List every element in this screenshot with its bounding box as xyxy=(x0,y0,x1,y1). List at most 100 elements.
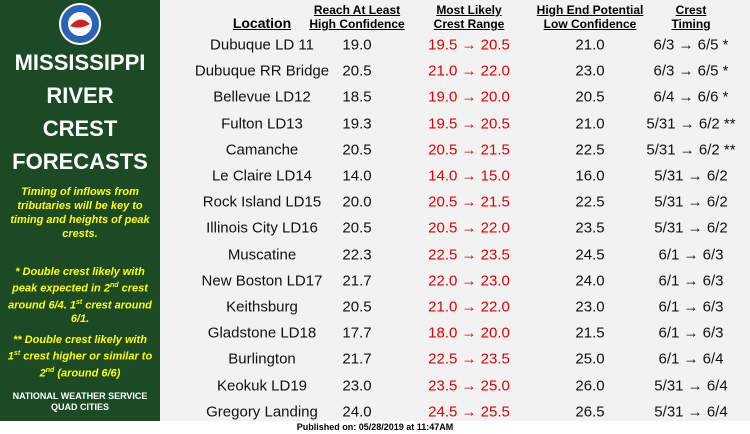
table-cell: 16.0 xyxy=(575,167,605,185)
table-cell: Dubuque LD 11 xyxy=(210,36,314,54)
table-cell: 21.7 xyxy=(342,272,372,290)
table-cell: 5/31 → 6/4 xyxy=(654,403,728,421)
side-panel: MISSISSIPPI RIVER CREST FORECASTS Timing of… xyxy=(0,0,160,421)
header-line: Low Confidence xyxy=(543,17,637,31)
note-text: (around 6/6) xyxy=(54,367,121,380)
note: * Double crest likely with peak expected… xyxy=(0,265,160,326)
column-header: Most Likely Crest Range xyxy=(434,3,505,31)
footer: Published on: 05/28/2019 at 11:47AM xyxy=(296,422,454,432)
table-cell: 6/1 → 6/3 xyxy=(658,298,724,316)
note-text: * Double crest likely with peak expected… xyxy=(12,266,145,295)
table-cell: Fulton LD13 xyxy=(221,115,303,133)
table-cell: 17.7 xyxy=(342,324,372,342)
table-cell: 5/31 → 6/2 ** xyxy=(646,141,736,159)
table-cell: 6/3 → 6/5 * xyxy=(653,62,729,80)
table-cell: 20.5 xyxy=(575,88,605,106)
note-text: ** Double crest likely with 1 xyxy=(7,334,147,363)
table-cell: 19.3 xyxy=(342,115,372,133)
table-cell: 20.0 xyxy=(342,193,372,211)
table-cell: 21.7 xyxy=(342,350,372,368)
table-cell: 19.5 → 20.5 xyxy=(428,115,510,133)
title-line: FORECASTS xyxy=(12,149,148,174)
header-line: High End Potential xyxy=(536,3,644,17)
table-cell: 23.5 → 25.0 xyxy=(428,377,510,395)
table-cell: 5/31 → 6/2 xyxy=(654,219,728,237)
header-line: Location xyxy=(232,15,292,31)
table-cell: 24.5 → 25.5 xyxy=(428,403,510,421)
header-line: Most Likely xyxy=(436,3,502,17)
note: ** Double crest likely with 1st crest hi… xyxy=(0,333,160,380)
table-cell: 6/1 → 6/3 xyxy=(658,324,724,342)
table-cell: Gregory Landing xyxy=(206,403,318,421)
table-cell: 22.5 xyxy=(575,141,605,159)
table-cell: 5/31 → 6/2 ** xyxy=(646,115,736,133)
table-cell: 19.5 → 20.5 xyxy=(428,36,510,54)
header-line: Crest xyxy=(675,3,707,17)
table-cell: 23.0 xyxy=(342,377,372,395)
table-cell: 21.0 → 22.0 xyxy=(428,62,510,80)
table-cell: 6/3 → 6/5 * xyxy=(653,36,729,54)
table-cell: 22.3 xyxy=(342,246,372,264)
header-line: Timing xyxy=(671,17,711,31)
table: Location Reach At Least High Confidence Mos… xyxy=(160,0,750,421)
header-line: Reach At Least xyxy=(313,3,401,17)
table-cell: 20.5 xyxy=(342,219,372,237)
office-line: NATIONAL WEATHER SERVICE xyxy=(12,391,148,401)
table-cell: 23.5 xyxy=(575,219,605,237)
table-cell: 18.0 → 20.0 xyxy=(428,324,510,342)
note-text: st xyxy=(75,298,83,306)
title-line: CREST xyxy=(42,116,118,141)
note-text: st xyxy=(13,350,21,357)
column-header: Crest Timing xyxy=(671,3,710,31)
column-header: Reach At Least High Confidence xyxy=(309,3,404,31)
table-cell: 21.0 xyxy=(575,36,605,54)
table-cell: Bellevue LD12 xyxy=(213,88,311,106)
table-cell: Gladstone LD18 xyxy=(207,324,317,342)
table-cell: 25.0 xyxy=(575,350,605,368)
table-cell: 22.0 → 23.0 xyxy=(428,272,510,290)
table-cell: 24.0 xyxy=(342,403,372,421)
table-cell: 24.0 xyxy=(575,272,605,290)
table-cell: 6/4 → 6/6 * xyxy=(653,88,729,106)
column-header: High End Potential Low Confidence xyxy=(537,3,644,31)
intro-note: Timing of inflows from tributaries will … xyxy=(10,186,150,240)
table-cell: 26.5 xyxy=(575,403,605,421)
table-cell: Illinois City LD16 xyxy=(206,219,318,237)
table-cell: 14.0 → 15.0 xyxy=(428,167,510,185)
table-cell: 21.0 → 22.0 xyxy=(428,298,510,316)
title-line: MISSISSIPPI xyxy=(14,50,146,75)
table-cell: 22.5 → 23.5 xyxy=(428,350,510,368)
table-cell: 20.5 xyxy=(342,298,372,316)
office-line: QUAD CITIES xyxy=(50,402,109,412)
column-header: Location xyxy=(233,16,291,30)
note-text: nd xyxy=(45,366,55,374)
note-text: crest around 6/1. xyxy=(70,299,152,326)
table-cell: Keokuk LD19 xyxy=(216,377,308,395)
table-cell: 24.5 xyxy=(575,246,605,264)
table-cell: 18.5 xyxy=(342,88,372,106)
table-cell: 5/31 → 6/2 xyxy=(654,193,728,211)
table-cell: 20.5 → 21.5 xyxy=(428,193,510,211)
table-cell: 20.5 xyxy=(342,141,372,159)
header-line: High Confidence xyxy=(309,17,405,31)
table-cell: Le Claire LD14 xyxy=(211,167,313,185)
table-cell: Dubuque RR Bridge xyxy=(194,62,330,80)
table-cell: 21.0 xyxy=(575,115,605,133)
nws-logo xyxy=(59,3,101,45)
header-line: Crest Range xyxy=(433,17,505,31)
table-cell: 6/1 → 6/3 xyxy=(658,246,724,264)
table-cell: 6/1 → 6/4 xyxy=(658,350,724,368)
table-cell: New Boston LD17 xyxy=(201,272,323,290)
table-cell: 23.0 xyxy=(575,298,605,316)
table-cell: 19.0 xyxy=(342,36,372,54)
table-cell: 14.0 xyxy=(342,167,372,185)
table-cell: Keithsburg xyxy=(226,298,298,316)
table-cell: 21.5 xyxy=(575,324,605,342)
table-cell: Burlington xyxy=(228,350,296,368)
table-cell: 20.5 → 21.5 xyxy=(428,141,510,159)
table-cell: 20.5 → 22.0 xyxy=(428,219,510,237)
title-line: RIVER xyxy=(46,83,114,108)
table-cell: 5/31 → 6/2 xyxy=(654,167,728,185)
table-cell: Muscatine xyxy=(227,246,297,264)
